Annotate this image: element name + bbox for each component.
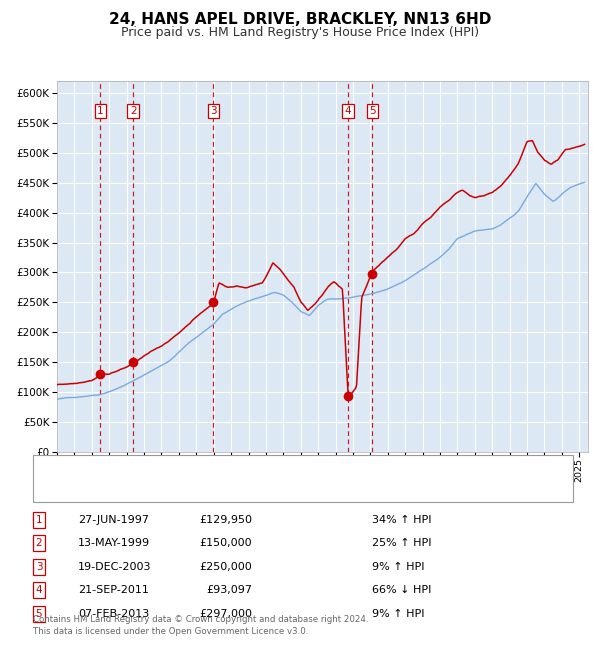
Text: —: —: [44, 480, 64, 499]
Text: 19-DEC-2003: 19-DEC-2003: [78, 562, 151, 572]
Text: 07-FEB-2013: 07-FEB-2013: [78, 608, 149, 619]
Text: 9% ↑ HPI: 9% ↑ HPI: [372, 608, 425, 619]
Text: 27-JUN-1997: 27-JUN-1997: [78, 515, 149, 525]
Text: £129,950: £129,950: [199, 515, 252, 525]
Text: 13-MAY-1999: 13-MAY-1999: [78, 538, 150, 549]
Text: £250,000: £250,000: [199, 562, 252, 572]
Text: 1: 1: [97, 106, 104, 116]
Text: 34% ↑ HPI: 34% ↑ HPI: [372, 515, 431, 525]
Text: —: —: [44, 459, 64, 478]
Text: Contains HM Land Registry data © Crown copyright and database right 2024.
This d: Contains HM Land Registry data © Crown c…: [33, 615, 368, 636]
Text: 24, HANS APEL DRIVE, BRACKLEY, NN13 6HD (detached house): 24, HANS APEL DRIVE, BRACKLEY, NN13 6HD …: [67, 463, 377, 473]
Text: 2: 2: [35, 538, 43, 549]
Text: 4: 4: [345, 106, 352, 116]
Text: £93,097: £93,097: [206, 585, 252, 595]
Text: 3: 3: [210, 106, 217, 116]
Text: 3: 3: [35, 562, 43, 572]
Text: 4: 4: [35, 585, 43, 595]
Text: 21-SEP-2011: 21-SEP-2011: [78, 585, 149, 595]
Text: 5: 5: [35, 608, 43, 619]
Text: HPI: Average price, detached house, West Northamptonshire: HPI: Average price, detached house, West…: [67, 485, 364, 495]
Text: 1: 1: [35, 515, 43, 525]
Text: £150,000: £150,000: [199, 538, 252, 549]
Text: 24, HANS APEL DRIVE, BRACKLEY, NN13 6HD: 24, HANS APEL DRIVE, BRACKLEY, NN13 6HD: [109, 12, 491, 27]
Text: 5: 5: [369, 106, 376, 116]
Text: 25% ↑ HPI: 25% ↑ HPI: [372, 538, 431, 549]
Text: Price paid vs. HM Land Registry's House Price Index (HPI): Price paid vs. HM Land Registry's House …: [121, 26, 479, 39]
Text: £297,000: £297,000: [199, 608, 252, 619]
Text: 9% ↑ HPI: 9% ↑ HPI: [372, 562, 425, 572]
Text: 2: 2: [130, 106, 136, 116]
Text: 66% ↓ HPI: 66% ↓ HPI: [372, 585, 431, 595]
